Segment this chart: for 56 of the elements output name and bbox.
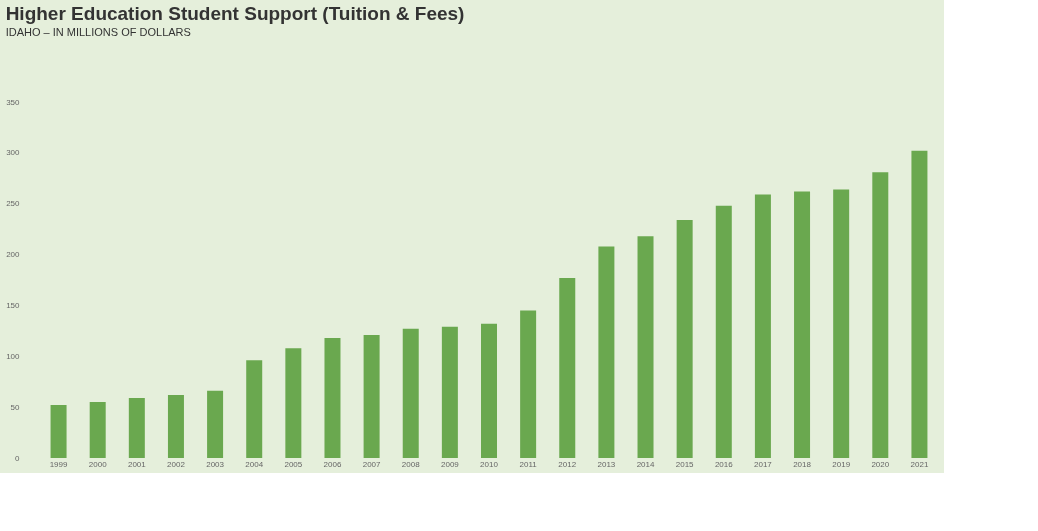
y-tick-label: 150 bbox=[6, 300, 21, 310]
x-tick-label: 2020 bbox=[871, 459, 890, 469]
x-tick-label: 2006 bbox=[323, 459, 342, 469]
x-tick-label: 2003 bbox=[206, 459, 225, 469]
chart-subtitle: IDAHO – IN MILLIONS OF DOLLARS bbox=[5, 26, 191, 38]
bar bbox=[89, 402, 106, 458]
bar bbox=[872, 172, 889, 458]
y-tick-label: 100 bbox=[6, 351, 21, 361]
x-tick-label: 2002 bbox=[167, 459, 186, 469]
x-tick-label: 2018 bbox=[793, 459, 812, 469]
x-tick-label: 2007 bbox=[362, 459, 382, 469]
x-tick-label: 2015 bbox=[675, 459, 695, 469]
bar bbox=[207, 390, 224, 458]
bar bbox=[285, 348, 302, 458]
bar bbox=[50, 405, 67, 458]
bar bbox=[833, 189, 850, 458]
bar bbox=[911, 150, 928, 458]
y-tick-label: 250 bbox=[6, 199, 21, 209]
x-tick-label: 2019 bbox=[832, 459, 851, 469]
x-tick-label: 2016 bbox=[714, 459, 734, 469]
x-tick-label: 2004 bbox=[245, 459, 264, 469]
bar bbox=[324, 337, 341, 458]
bar bbox=[520, 310, 537, 458]
x-tick-label: 2014 bbox=[636, 459, 655, 469]
x-tick-label: 2011 bbox=[519, 459, 538, 469]
x-tick-label: 2005 bbox=[284, 459, 303, 469]
x-tick-label: 2010 bbox=[480, 459, 499, 469]
bar bbox=[559, 277, 576, 458]
x-tick-label: 2009 bbox=[440, 459, 460, 469]
x-tick-label: 2012 bbox=[558, 459, 577, 469]
bar bbox=[246, 360, 263, 458]
bar bbox=[363, 334, 380, 458]
y-tick-label: 0 bbox=[15, 453, 21, 463]
y-tick-label: 50 bbox=[10, 402, 21, 412]
bar bbox=[481, 323, 497, 458]
x-tick-label: 2021 bbox=[910, 459, 929, 469]
x-tick-label: 2013 bbox=[597, 459, 616, 469]
x-tick-label: 2008 bbox=[401, 459, 421, 469]
x-tick-label: 2000 bbox=[88, 459, 108, 469]
bar bbox=[676, 219, 693, 458]
x-tick-label: 2017 bbox=[754, 459, 773, 469]
bar bbox=[128, 397, 145, 458]
bar bbox=[167, 394, 184, 458]
bar bbox=[441, 326, 458, 458]
bar bbox=[598, 246, 615, 458]
bar bbox=[754, 194, 771, 458]
y-tick-label: 200 bbox=[6, 250, 21, 260]
x-tick-label: 2001 bbox=[127, 459, 147, 469]
bar bbox=[715, 205, 732, 458]
bar bbox=[794, 191, 811, 458]
bar bbox=[637, 236, 654, 458]
y-tick-label: 300 bbox=[6, 148, 21, 158]
chart-title: Higher Education Student Support (Tuition & Fees) bbox=[5, 3, 465, 24]
bar bbox=[402, 328, 419, 458]
x-tick-label: 1999 bbox=[49, 459, 69, 469]
y-tick-label: 350 bbox=[6, 97, 21, 107]
